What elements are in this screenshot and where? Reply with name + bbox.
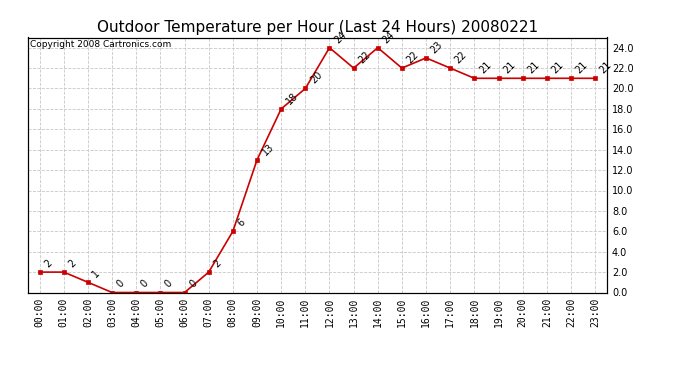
Text: 20: 20 [308,70,324,86]
Text: 21: 21 [574,60,589,75]
Text: 2: 2 [212,258,223,269]
Text: 2: 2 [43,258,54,269]
Text: 0: 0 [164,278,175,290]
Text: 0: 0 [188,278,199,290]
Text: 21: 21 [526,60,541,75]
Text: 2: 2 [67,258,78,269]
Text: 24: 24 [381,29,396,45]
Text: 23: 23 [429,39,444,55]
Text: 6: 6 [236,217,247,228]
Text: 13: 13 [260,141,275,157]
Text: 21: 21 [502,60,517,75]
Text: 18: 18 [284,90,299,106]
Title: Outdoor Temperature per Hour (Last 24 Hours) 20080221: Outdoor Temperature per Hour (Last 24 Ho… [97,20,538,35]
Text: 22: 22 [453,50,469,65]
Text: 22: 22 [357,50,373,65]
Text: 21: 21 [550,60,565,75]
Text: 21: 21 [598,60,613,75]
Text: 21: 21 [477,60,493,75]
Text: 24: 24 [333,29,348,45]
Text: 1: 1 [91,268,102,279]
Text: 22: 22 [405,50,421,65]
Text: 0: 0 [139,278,150,290]
Text: 0: 0 [115,278,126,290]
Text: Copyright 2008 Cartronics.com: Copyright 2008 Cartronics.com [30,40,172,49]
